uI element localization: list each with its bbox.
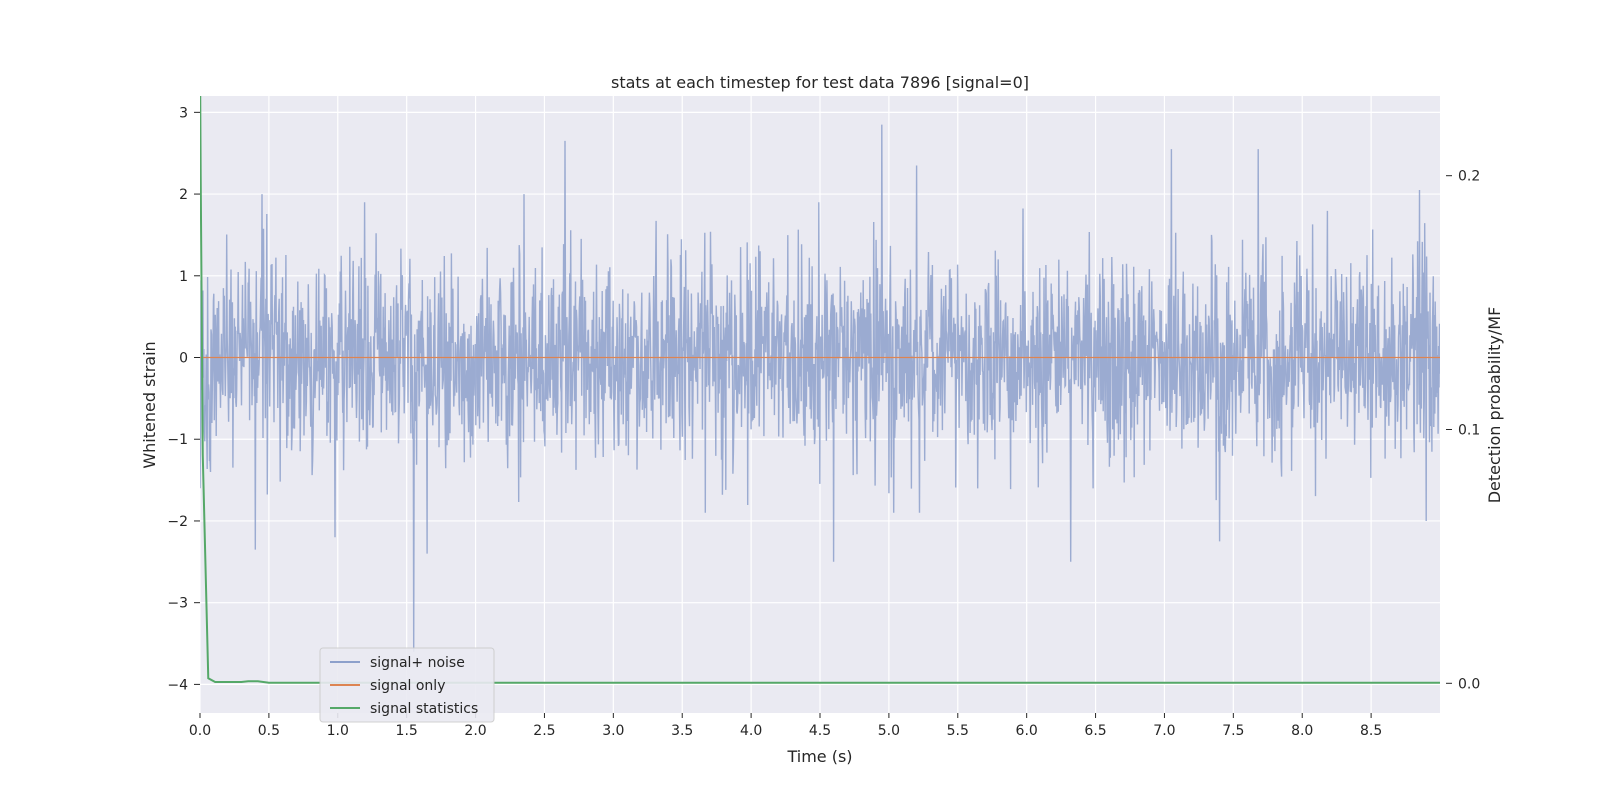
x-tick-label: 7.0: [1153, 723, 1175, 739]
y-tick-label-left: −4: [167, 677, 188, 693]
x-axis-label: Time (s): [786, 747, 852, 766]
series-layer: [200, 96, 1440, 684]
legend: signal+ noise signal only signal statist…: [319, 647, 495, 723]
x-tick-label: 6.0: [1016, 723, 1038, 739]
x-tick-label: 4.5: [809, 723, 831, 739]
y-tick-label-left: 3: [179, 105, 188, 121]
y-axis-label-left: Whitened strain: [140, 341, 159, 468]
x-tick-label: 2.0: [464, 723, 486, 739]
y-tick-label-left: 1: [179, 269, 188, 285]
x-tick-label: 3.0: [602, 723, 624, 739]
y-axis-label-right: Detection probability/MF: [1485, 307, 1504, 504]
x-tick-label: 5.0: [878, 723, 900, 739]
y-tick-label-left: 2: [179, 187, 188, 203]
x-tick-label: 0.5: [258, 723, 280, 739]
series-signal-statistics-line: [200, 96, 1440, 684]
x-tick-label: 7.5: [1222, 723, 1244, 739]
x-tick-label: 1.5: [396, 723, 418, 739]
y-tick-label-right: 0.0: [1458, 676, 1480, 692]
chart-title: stats at each timestep for test data 789…: [611, 73, 1029, 92]
x-tick-label: 4.0: [740, 723, 762, 739]
y-tick-label-right: 0.2: [1458, 169, 1480, 185]
series-signal-noise-line: [200, 124, 1440, 652]
x-tick-label: 1.0: [327, 723, 349, 739]
x-tick-label: 8.0: [1291, 723, 1313, 739]
y-tick-label-left: −2: [167, 514, 188, 530]
y-tick-label-left: −1: [167, 432, 188, 448]
legend-label-signal-statistics: signal statistics: [370, 701, 478, 717]
y-tick-label-left: −3: [167, 596, 188, 612]
y-tick-label-left: 0: [179, 351, 188, 367]
legend-box: [319, 647, 495, 723]
x-tick-label: 5.5: [947, 723, 969, 739]
x-tick-label: 8.5: [1360, 723, 1382, 739]
x-tick-label: 2.5: [533, 723, 555, 739]
legend-label-signal-only: signal only: [370, 678, 445, 694]
x-tick-label: 3.5: [671, 723, 693, 739]
y-tick-label-right: 0.1: [1458, 422, 1480, 438]
x-tick-label: 0.0: [189, 723, 211, 739]
legend-label-signal-noise: signal+ noise: [370, 655, 465, 671]
x-tick-label: 6.5: [1084, 723, 1106, 739]
tick-labels: 0.0 0.5 1.0 1.5 2.0 2.5 3.0 3.5 4.0 4.5 5.0 5.5 6.0 6…: [167, 105, 1480, 739]
